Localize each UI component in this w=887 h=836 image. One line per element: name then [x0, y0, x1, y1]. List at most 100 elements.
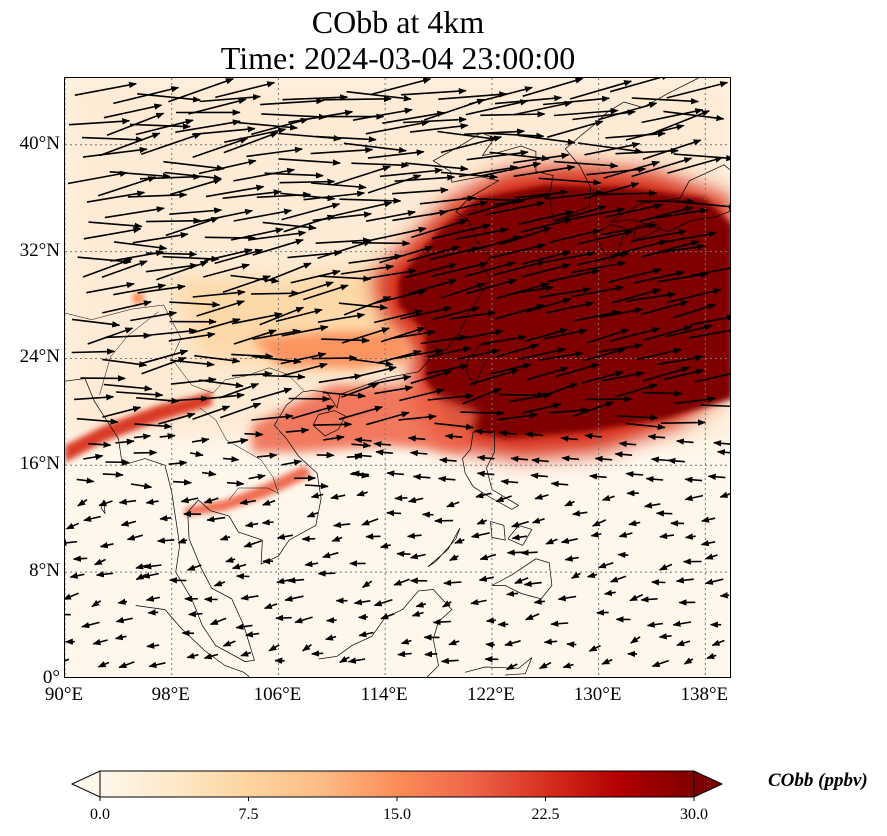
wind-arrow: [218, 383, 260, 399]
wind-arrow: [81, 621, 100, 629]
wind-arrow: [407, 496, 424, 504]
wind-arrow: [186, 564, 202, 571]
wind-arrow: [571, 571, 581, 579]
wind-arrow: [133, 449, 158, 456]
wind-arrow: [168, 78, 234, 103]
wind-arrow: [350, 365, 397, 379]
wind-arrow: [684, 476, 703, 483]
wind-arrow: [476, 470, 495, 477]
wind-arrow: [514, 577, 529, 585]
wind-arrow: [577, 142, 644, 155]
wind-arrow: [424, 650, 438, 658]
wind-arrow: [658, 563, 673, 571]
wind-arrow: [348, 253, 403, 264]
wind-arrow: [168, 459, 188, 467]
map-panel[interactable]: [64, 77, 731, 678]
wind-arrow: [604, 203, 663, 218]
wind-arrow: [549, 228, 602, 244]
wind-arrow: [262, 373, 306, 381]
wind-arrow: [326, 617, 337, 624]
wind-arrow: [365, 411, 410, 426]
wind-arrow: [600, 190, 658, 197]
wind-arrow: [213, 580, 226, 587]
wind-arrow: [690, 267, 730, 277]
wind-arrow: [525, 328, 569, 342]
lat-tick-label: 24°N: [19, 346, 60, 368]
wind-arrow: [510, 455, 529, 463]
colorbar-tick-label: 15.0: [383, 806, 411, 823]
wind-arrow: [261, 113, 327, 121]
wind-arrow: [278, 158, 341, 166]
plume-bay-of-bengal: [65, 391, 212, 463]
wind-arrow: [442, 600, 452, 608]
wind-arrow: [311, 650, 324, 657]
wind-arrow: [240, 650, 252, 657]
wind-arrow: [137, 93, 201, 103]
wind-arrow: [454, 537, 465, 544]
wind-arrow: [608, 267, 663, 283]
wind-arrow: [457, 348, 500, 360]
wind-arrow: [222, 189, 282, 200]
wind-arrow: [410, 122, 469, 133]
wind-arrow: [438, 91, 508, 100]
wind-arrow: [630, 636, 641, 644]
wind-arrow: [196, 300, 245, 317]
wind-arrow: [444, 433, 463, 440]
wind-arrow: [429, 200, 489, 216]
wind-arrow: [531, 457, 549, 464]
wind-arrow: [246, 146, 303, 158]
wind-arrow: [711, 639, 725, 647]
wind-arrow: [141, 572, 159, 579]
wind-arrow: [490, 362, 532, 375]
wind-arrow: [672, 620, 692, 627]
wind-arrow: [526, 297, 572, 313]
wind-arrow: [192, 405, 231, 420]
wind-arrow: [631, 157, 693, 178]
wind-arrow: [69, 118, 131, 126]
wind-arrow: [688, 329, 730, 339]
wind-arrow: [476, 518, 488, 525]
wind-arrow: [382, 110, 446, 124]
wind-arrow: [481, 161, 542, 177]
wind-arrow: [379, 542, 391, 549]
wind-arrow: [374, 385, 414, 395]
wind-arrow: [490, 243, 546, 259]
wind-arrow: [553, 107, 619, 117]
wind-arrow: [281, 325, 329, 337]
wind-arrow: [640, 596, 658, 603]
wind-arrow: [317, 240, 372, 260]
wind-arrow: [169, 207, 223, 215]
wind-arrow: [146, 642, 160, 649]
border-segment: [199, 407, 279, 501]
wind-arrow: [432, 306, 480, 321]
wind-arrow: [560, 435, 579, 442]
wind-arrow: [543, 95, 610, 106]
wind-arrow: [165, 217, 220, 237]
wind-arrow: [250, 387, 293, 402]
plume-tongue: [251, 331, 412, 370]
wind-arrow: [611, 288, 662, 304]
wind-arrow: [591, 519, 607, 527]
wind-arrow: [517, 134, 576, 146]
wind-arrow: [354, 452, 372, 459]
wind-arrow: [485, 617, 496, 624]
lon-tick-label: 130°E: [573, 684, 622, 705]
wind-arrow: [264, 172, 324, 179]
wind-arrow: [147, 609, 159, 616]
wind-arrow: [485, 641, 495, 648]
wind-arrow: [262, 499, 276, 506]
lon-tick-label: 138°E: [680, 684, 729, 705]
wind-arrow: [86, 281, 135, 294]
wind-arrow: [259, 306, 305, 326]
wind-arrow: [651, 659, 669, 668]
wind-arrow: [275, 308, 323, 323]
wind-arrow: [334, 200, 393, 217]
border-segment: [65, 304, 164, 320]
wind-arrow: [203, 263, 250, 278]
wind-arrow: [522, 250, 572, 265]
wind-arrow: [543, 328, 588, 340]
wind-arrow: [675, 577, 694, 584]
wind-arrow: [496, 343, 540, 358]
wind-arrow: [646, 621, 664, 628]
wind-arrow: [65, 522, 80, 530]
